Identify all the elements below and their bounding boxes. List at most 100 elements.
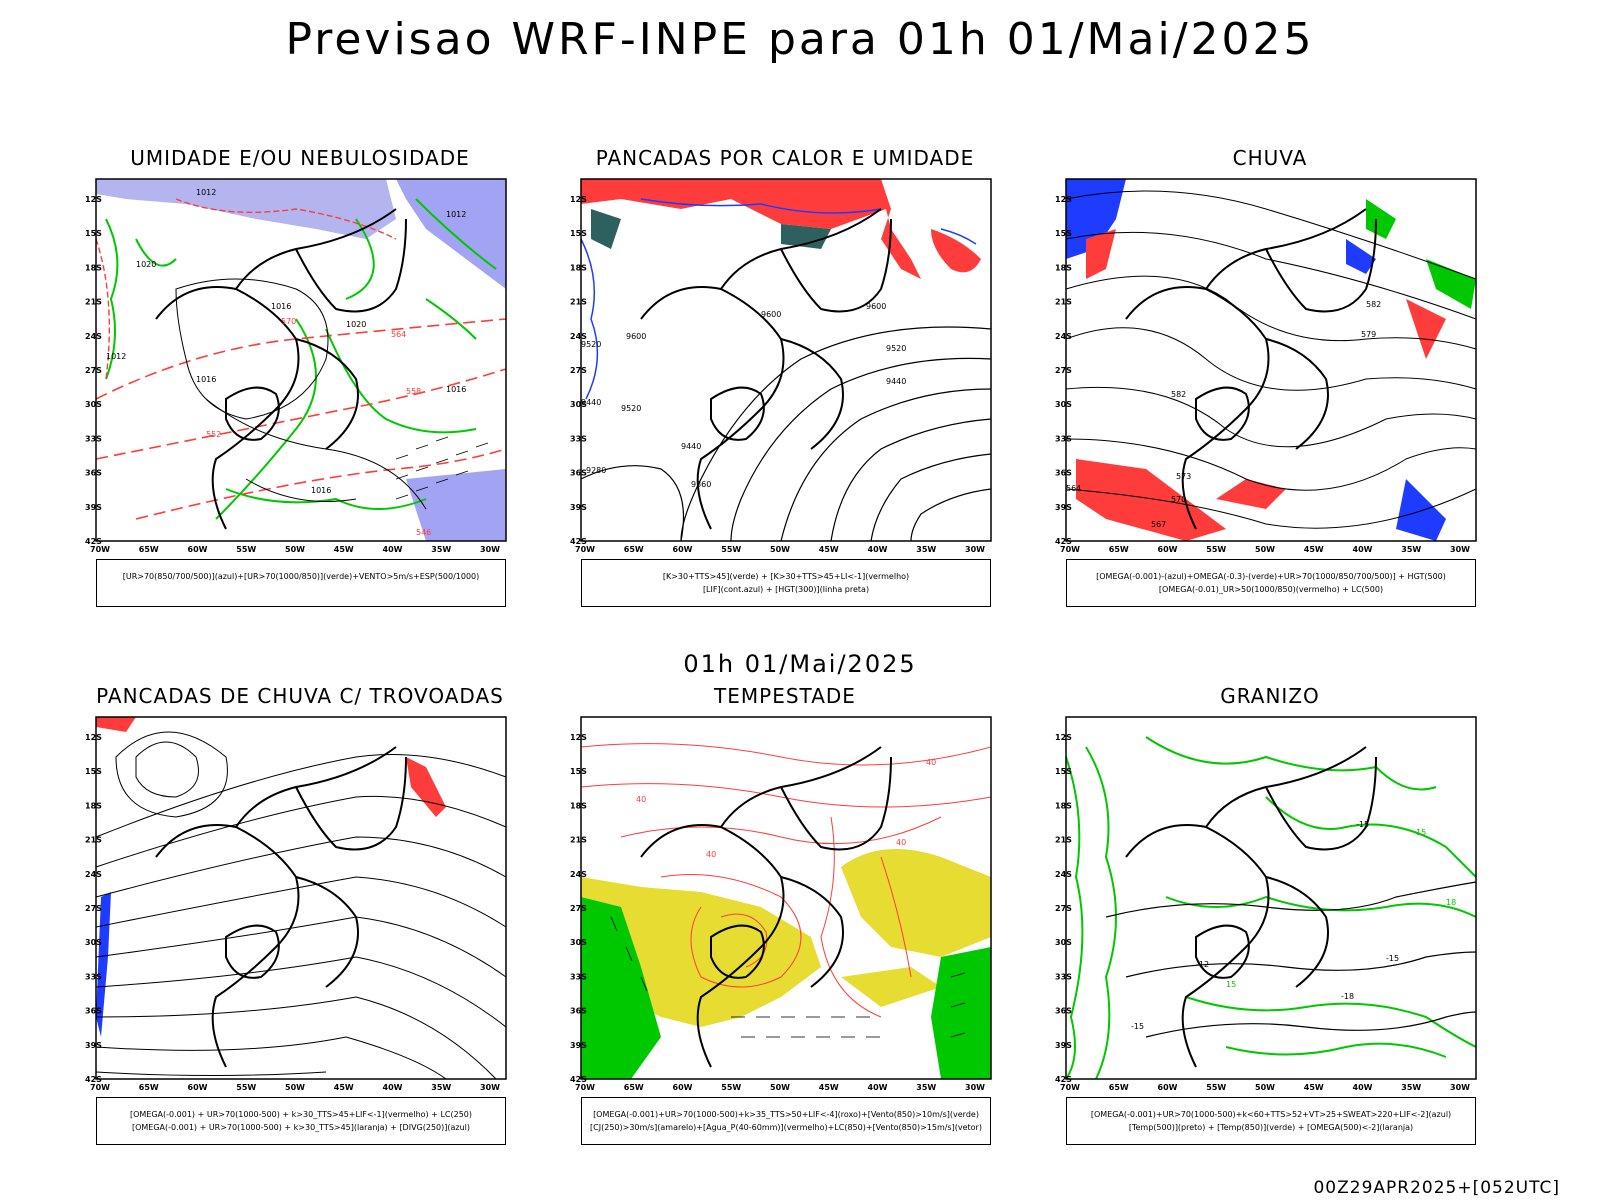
uruguay-outline <box>1195 386 1250 441</box>
legend-granizo: [OMEGA(-0.001)+UR>70(1000-500)+k<60+TTS>… <box>1066 1097 1476 1145</box>
lon-tick-label: 70W <box>1060 1083 1080 1092</box>
contour-label: 9520 <box>621 404 641 413</box>
hgt500-line <box>1065 327 1477 391</box>
contour-label: -15 <box>1386 954 1399 963</box>
contour-label: 570 <box>1171 495 1186 504</box>
contour-label: 1012 <box>106 352 126 361</box>
lon-tick-label: 65W <box>139 545 159 554</box>
lon-tick-label: 65W <box>139 1083 159 1092</box>
lat-tick-label: 39S <box>85 503 102 512</box>
map-pancadas-calor: 9600 9520 9440 9360 9280 9520 9600 9520 … <box>570 178 992 554</box>
lat-tick-label: 33S <box>570 434 587 443</box>
hgt300-line <box>870 453 992 542</box>
contour-label: -15 <box>1131 1022 1144 1031</box>
legend-line: [OMEGA(-0.001) + UR>70(1000-500) + k>30_… <box>129 1110 473 1119</box>
country-borders <box>640 208 892 530</box>
contour-label-red: 552 <box>206 430 221 439</box>
contour-label: 1016 <box>311 486 331 495</box>
legend-line: [OMEGA(-0.001) + UR>70(1000-500) + k>30_… <box>131 1123 471 1132</box>
contour-label-red: 558 <box>406 387 421 396</box>
legend-line: [Temp(500)](preto) + [Temp(850)](verde) … <box>1128 1123 1414 1132</box>
hgt300-line <box>680 326 992 542</box>
lon-tick-label: 50W <box>1255 1083 1275 1092</box>
contour-label: 9360 <box>691 480 711 489</box>
lon-tick-label: 45W <box>334 545 354 554</box>
map-tempestade: 40 40 40 40 12S 15S 18S 21S 24S 27S 30S 33S 36S 3… <box>570 716 992 1092</box>
lon-tick-label: 45W <box>819 1083 839 1092</box>
lon-tick-label: 70W <box>90 545 110 554</box>
lon-tick-label: 35W <box>916 545 936 554</box>
lat-tick-label: 42S <box>570 1075 587 1084</box>
lon-tick-label: 50W <box>285 1083 305 1092</box>
legend-line: [OMEGA(-0.001)+UR>70(1000-500)+k>35_TTS>… <box>593 1110 979 1119</box>
lat-tick-label: 12S <box>85 733 102 742</box>
lon-tick-label: 40W <box>1353 1083 1373 1092</box>
lon-tick-label: 55W <box>236 1083 256 1092</box>
contour-label: -18 <box>1341 992 1354 1001</box>
lon-tick-label: 40W <box>868 1083 888 1092</box>
lat-tick-label: 24S <box>1055 332 1072 341</box>
panel-title: GRANIZO <box>1220 684 1320 708</box>
lon-tick-label: 55W <box>1206 545 1226 554</box>
lat-tick-label: 42S <box>85 537 102 546</box>
lat-tick-label: 42S <box>1055 1075 1072 1084</box>
lon-tick-label: 70W <box>575 1083 595 1092</box>
lat-tick-label: 18S <box>570 263 587 272</box>
lat-tick-label: 21S <box>1055 298 1072 307</box>
panel-title: UMIDADE E/OU NEBULOSIDADE <box>130 146 470 170</box>
contour-label: 9440 <box>886 377 906 386</box>
lat-tick-label: 30S <box>85 400 102 409</box>
contour-label: 9600 <box>761 310 781 319</box>
contour-label-green: 15 <box>1416 828 1426 837</box>
panel-title: CHUVA <box>1232 146 1308 170</box>
lon-tick-label: 70W <box>90 1083 110 1092</box>
lon-tick-label: 35W <box>916 1083 936 1092</box>
legend-line: [UR>70(850/700/500)](azul)+[UR>70(1000/8… <box>122 572 480 581</box>
contour-label: 9520 <box>581 340 601 349</box>
map-granizo: -15 -12 -15 -18 -15 15 15 18 12S 15S 18S 21… <box>1055 716 1477 1092</box>
lat-tick-label: 39S <box>1055 1041 1072 1050</box>
legend-line: [K>30+TTS>45](verde) + [K>30+TTS>45+LI<-… <box>662 572 910 581</box>
red-instability-area <box>581 179 921 279</box>
lat-tick-label: 30S <box>570 938 587 947</box>
lon-tick-label: 65W <box>624 1083 644 1092</box>
hgt300-line <box>730 357 992 542</box>
lon-tick-label: 45W <box>1304 1083 1324 1092</box>
lat-tick-label: 33S <box>1055 434 1072 443</box>
contour-label: -12 <box>1196 960 1209 969</box>
legend-line: [CJ(250)>30m/s](amarelo)+[Agua_P(40-60mm… <box>590 1123 982 1132</box>
lat-tick-label: 27S <box>85 904 102 913</box>
lat-tick-label: 39S <box>1055 503 1072 512</box>
red-contour-north <box>95 198 397 380</box>
contour-label: 1016 <box>446 385 466 394</box>
hgt500-line <box>1065 275 1477 350</box>
map-chuva: 582 579 582 573 570 567 564 12S 15S 18S 21S… <box>1055 178 1477 554</box>
contour-label: 582 <box>1366 300 1381 309</box>
lat-tick-label: 33S <box>85 972 102 981</box>
lat-tick-label: 24S <box>1055 870 1072 879</box>
lon-tick-label: 35W <box>431 1083 451 1092</box>
teal-area <box>591 209 831 249</box>
panel-pancadas-calor: PANCADAS POR CALOR E UMIDADE 9600 9520 9… <box>570 146 1000 616</box>
lon-tick-label: 30W <box>1450 545 1470 554</box>
lon-tick-label: 40W <box>383 1083 403 1092</box>
red-spot <box>931 229 981 273</box>
lat-tick-label: 36S <box>1055 469 1072 478</box>
green-contour-2 <box>135 238 477 510</box>
panel-umidade: UMIDADE E/OU NEBULOSIDADE <box>85 146 515 616</box>
blue-divg-area <box>96 892 111 1037</box>
lat-tick-label: 21S <box>85 836 102 845</box>
lat-tick-label: 33S <box>1055 972 1072 981</box>
lon-tick-label: 70W <box>1060 545 1080 554</box>
contour-label-red: 40 <box>896 838 906 847</box>
contour-label-red: 40 <box>706 850 716 859</box>
lon-tick-label: 70W <box>575 545 595 554</box>
contour-label-red: 546 <box>416 528 431 537</box>
lon-tick-label: 30W <box>965 545 985 554</box>
run-stamp: 00Z29APR2025+[052UTC] <box>1313 1178 1560 1198</box>
lon-tick-label: 55W <box>721 545 741 554</box>
contour-label: 9600 <box>866 302 886 311</box>
lat-tick-label: 36S <box>570 469 587 478</box>
contour-label: 9280 <box>586 466 606 475</box>
lon-tick-label: 35W <box>1401 1083 1421 1092</box>
